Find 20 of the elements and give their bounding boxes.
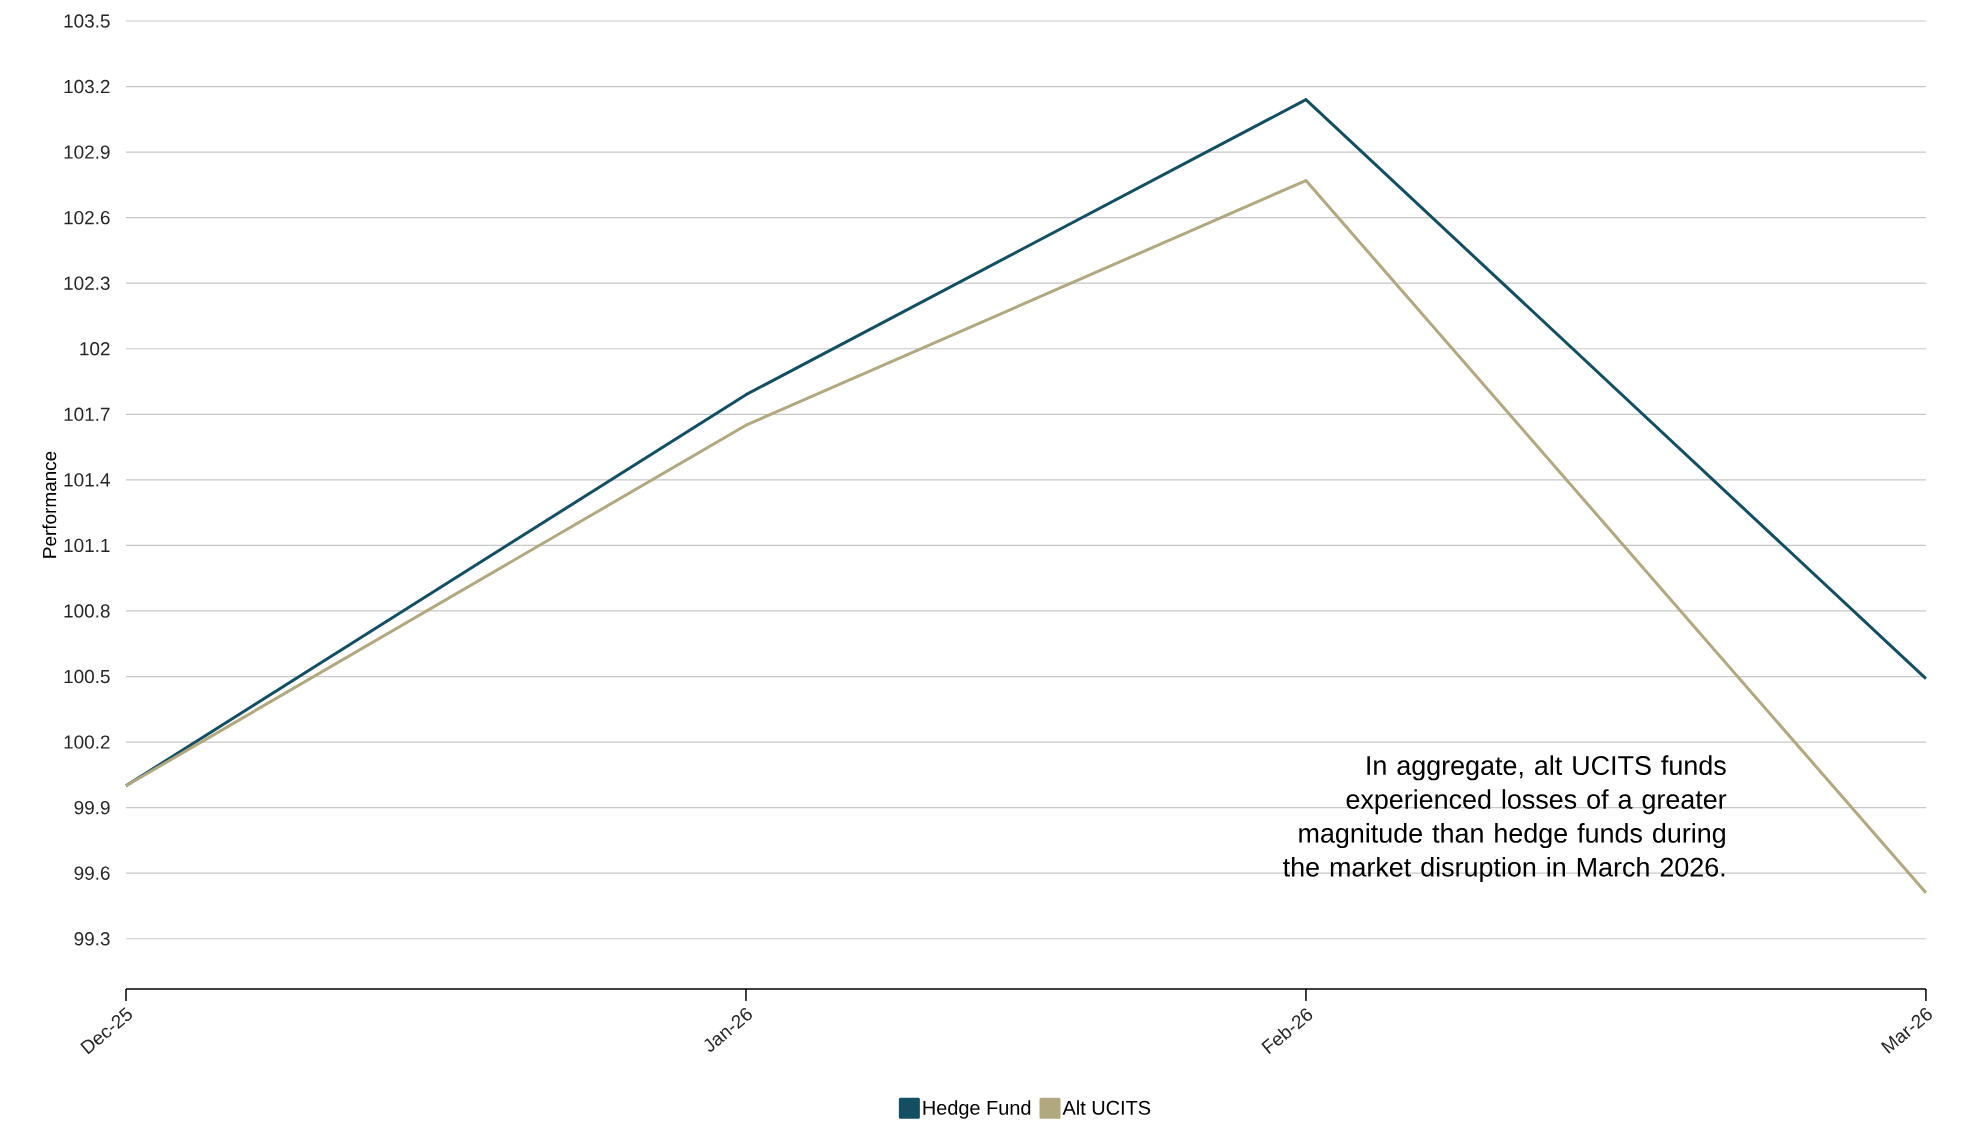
- y-tick-label: 100.8: [64, 604, 110, 618]
- y-tick-label: 102.9: [64, 145, 110, 159]
- y-tick-label: 100.5: [64, 669, 110, 684]
- legend-label: Alt UCITS: [1062, 1100, 1151, 1115]
- y-tick-label: 101.4: [64, 473, 110, 487]
- y-tick-label: 103.2: [64, 79, 110, 94]
- y-tick-label: 99.3: [74, 932, 110, 946]
- y-tick-label: 102: [80, 342, 110, 356]
- legend-label: Hedge Fund: [923, 1100, 1031, 1119]
- line-series: [124, 179, 1928, 895]
- y-tick-label: 101.7: [64, 407, 110, 422]
- annotation: In aggregate, alt UCITS funds experienced losses of a greater magnitude than hedge funds during the market disruption in March 2026.: [1283, 755, 1727, 882]
- y-tick-label: 99.9: [74, 800, 110, 815]
- y-tick-label: 102.3: [64, 276, 110, 290]
- y-tick-label: 101.1: [64, 538, 110, 553]
- y-tick-label: 99.6: [74, 866, 110, 880]
- y-tick-label: 103.5: [64, 14, 110, 28]
- y-axis-title: Performance: [42, 451, 57, 558]
- y-tick-label: 102.6: [64, 210, 110, 225]
- y-tick-label: 100.2: [64, 735, 110, 749]
